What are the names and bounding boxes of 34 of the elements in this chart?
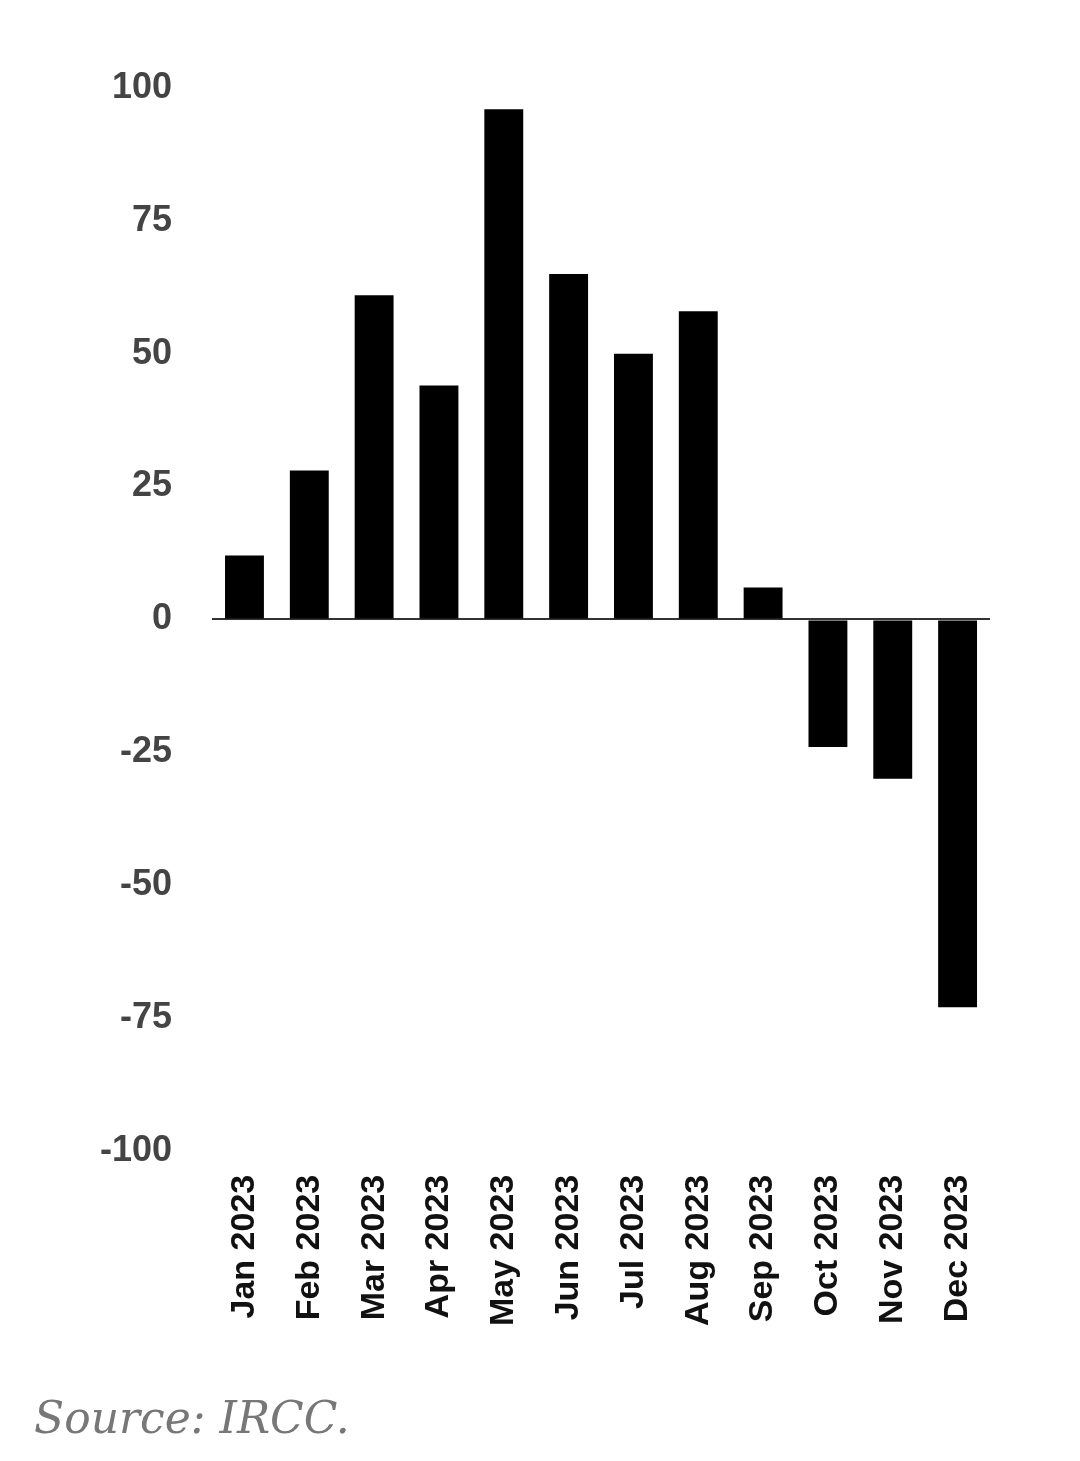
y-tick-label: 50 — [132, 330, 173, 372]
y-tick-label: -75 — [120, 994, 173, 1036]
y-tick-label: -50 — [120, 862, 173, 903]
bar — [549, 273, 589, 619]
y-tick-label: 0 — [152, 596, 173, 638]
y-tick-label: 100 — [111, 64, 173, 106]
y-tick-label: -100 — [99, 1127, 173, 1169]
bar — [289, 470, 329, 619]
bar — [678, 311, 718, 619]
x-tick-label: Mar 2023 — [352, 1174, 391, 1321]
x-tick-label: Jul 2023 — [611, 1174, 650, 1309]
x-tick-label: Aug 2023 — [676, 1174, 715, 1326]
bar — [225, 555, 264, 619]
y-tick-label: 75 — [132, 197, 173, 239]
bar — [808, 620, 848, 747]
x-tick-label: Jun 2023 — [546, 1174, 585, 1321]
x-tick-label: Feb 2023 — [287, 1174, 326, 1321]
bar — [938, 620, 978, 1008]
x-tick-label: Apr 2023 — [417, 1174, 456, 1319]
x-tick-label: Dec 2023 — [935, 1174, 974, 1323]
x-tick-label: Nov 2023 — [871, 1174, 910, 1325]
x-tick-label: Sep 2023 — [741, 1174, 780, 1323]
bar — [743, 587, 783, 619]
y-tick-label: -25 — [120, 729, 173, 771]
bar — [354, 295, 394, 619]
x-tick-label: Jan 2023 — [222, 1174, 261, 1319]
bar — [613, 353, 653, 619]
x-tick-label: May 2023 — [482, 1174, 521, 1327]
bar — [873, 620, 913, 779]
bar — [419, 385, 459, 619]
source-note: Source: IRCC. — [34, 1392, 350, 1443]
x-tick-label: Oct 2023 — [806, 1174, 845, 1317]
y-tick-label: 25 — [132, 463, 173, 505]
bar — [484, 109, 524, 619]
